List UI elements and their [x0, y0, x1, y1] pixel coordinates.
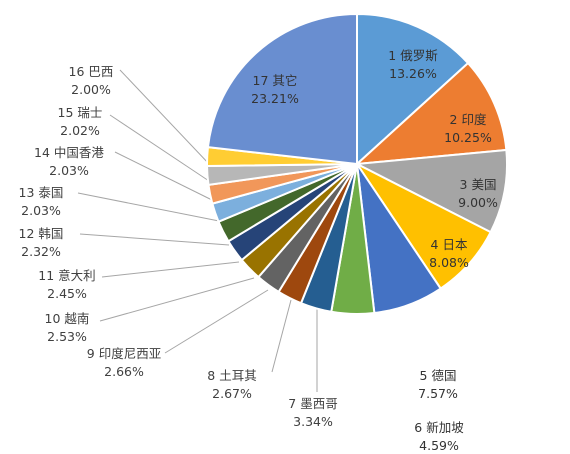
- pie-slice: [206, 12, 358, 166]
- leader-line: [119, 69, 211, 166]
- slice-value-label: 2.02%: [60, 123, 100, 138]
- slice-name-label: 16 巴西: [69, 64, 114, 79]
- slice-value-label: 9.00%: [458, 195, 498, 210]
- slice-value-label: 23.21%: [251, 91, 299, 106]
- leader-line: [109, 114, 213, 184]
- slice-name-label: 10 越南: [45, 311, 90, 326]
- slice-name-label: 17 其它: [253, 73, 298, 88]
- slice-name-label: 3 美国: [460, 177, 497, 192]
- leader-line: [114, 151, 215, 202]
- leader-line: [79, 233, 230, 246]
- slice-name-label: 2 印度: [450, 112, 487, 127]
- slice-value-label: 2.32%: [21, 244, 61, 259]
- slice-name-label: 6 新加坡: [414, 420, 464, 435]
- slice-name-label: 1 俄罗斯: [388, 48, 437, 63]
- slice-value-label: 7.57%: [418, 386, 458, 401]
- slice-name-label: 8 土耳其: [207, 368, 256, 383]
- slice-value-label: 10.25%: [444, 130, 492, 145]
- slice-name-label: 13 泰国: [19, 185, 64, 200]
- leader-line: [101, 261, 240, 278]
- slice-name-label: 5 德国: [420, 368, 457, 383]
- leader-line: [164, 289, 269, 354]
- slice-name-label: 14 中国香港: [34, 145, 104, 160]
- slice-value-label: 8.08%: [429, 255, 469, 270]
- slice-value-label: 2.03%: [49, 163, 89, 178]
- slice-value-label: 4.59%: [419, 438, 459, 453]
- slice-value-label: 13.26%: [389, 66, 437, 81]
- slice-value-label: 2.66%: [104, 364, 144, 379]
- slice-value-label: 2.03%: [21, 203, 61, 218]
- pie-slice: [356, 12, 470, 167]
- slice-value-label: 2.45%: [47, 286, 87, 301]
- leader-line: [271, 299, 292, 373]
- slice-value-label: 2.67%: [212, 386, 252, 401]
- slice-name-label: 15 瑞士: [58, 105, 103, 120]
- leader-line: [77, 192, 220, 222]
- leader-line: [99, 277, 255, 322]
- slice-name-label: 9 印度尼西亚: [87, 346, 161, 361]
- slice-value-label: 3.34%: [293, 414, 333, 429]
- slice-name-label: 7 墨西哥: [288, 396, 337, 411]
- slice-value-label: 2.53%: [47, 329, 87, 344]
- pie-slice: [354, 61, 508, 166]
- slice-name-label: 11 意大利: [38, 268, 95, 283]
- slice-name-label: 12 韩国: [19, 226, 64, 241]
- slice-value-label: 2.00%: [71, 82, 111, 97]
- pie-slice: [353, 148, 508, 234]
- slice-name-label: 4 日本: [431, 237, 468, 252]
